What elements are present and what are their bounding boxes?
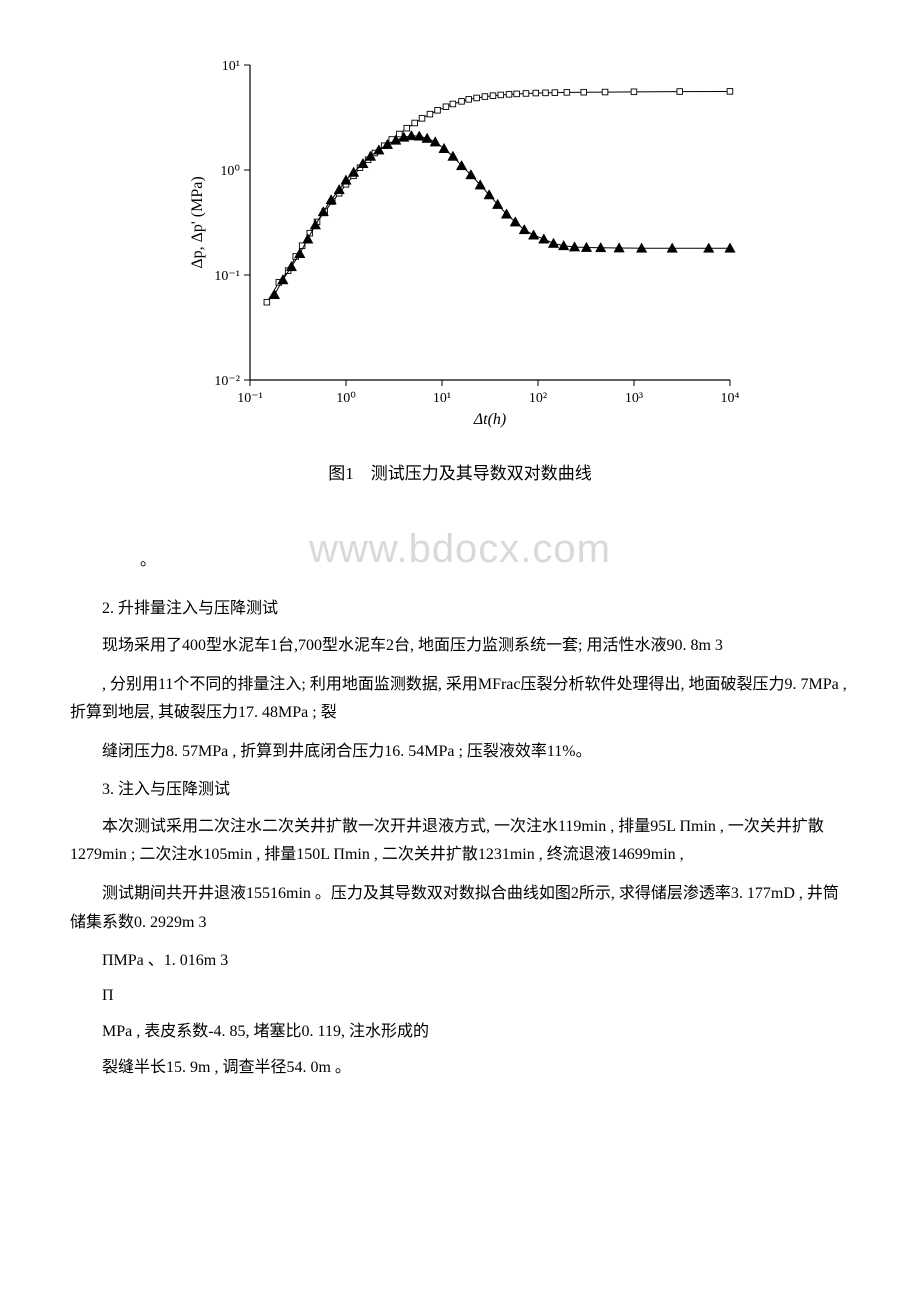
svg-text:10¹: 10¹ [222, 59, 240, 74]
para-2a: 现场采用了400型水泥车1台,700型水泥车2台, 地面压力监测系统一套; 用活… [70, 632, 850, 661]
para-2c: 缝闭压力8. 57MPa , 折算到井底闭合压力16. 54MPa ; 压裂液效… [70, 738, 850, 767]
chart-caption: 图1 测试压力及其导数双对数曲线 [70, 460, 850, 487]
para-3f: 裂缝半长15. 9m , 调查半径54. 0m 。 [70, 1055, 850, 1081]
svg-text:10⁰: 10⁰ [220, 164, 240, 179]
svg-text:Δt(h): Δt(h) [473, 411, 507, 428]
svg-text:10³: 10³ [625, 391, 643, 406]
svg-text:10⁰: 10⁰ [336, 391, 356, 406]
watermark-text: www.bdocx.com [309, 527, 611, 571]
para-3d: Π [70, 983, 850, 1009]
svg-text:10⁻²: 10⁻² [214, 374, 240, 389]
chart-figure-1: 10⁻¹ 10⁰ 10¹ 10² 10³ 10⁴ 10⁻² 10⁻¹ 10⁰ 10¹ Δt(h) Δp… [70, 50, 850, 450]
stray-period: 。 [140, 548, 157, 574]
para-3b: 测试期间共开井退液15516min 。压力及其导数双对数拟合曲线如图2所示, 求… [70, 880, 850, 938]
svg-text:10⁴: 10⁴ [721, 391, 740, 406]
section-3-title: 3. 注入与压降测试 [70, 777, 850, 803]
svg-text:10²: 10² [529, 391, 547, 406]
svg-text:10¹: 10¹ [433, 391, 451, 406]
para-3c: ΠMPa 、1. 016m 3 [70, 948, 850, 974]
svg-text:10⁻¹: 10⁻¹ [214, 269, 240, 284]
section-2-title: 2. 升排量注入与压降测试 [70, 596, 850, 622]
loglog-chart: 10⁻¹ 10⁰ 10¹ 10² 10³ 10⁴ 10⁻² 10⁻¹ 10⁰ 10¹ Δt(h) Δp… [180, 50, 740, 450]
para-2b: , 分别用11个不同的排量注入; 利用地面监测数据, 采用MFrac压裂分析软件… [70, 671, 850, 729]
svg-text:Δp, Δp' (MPa): Δp, Δp' (MPa) [189, 176, 206, 268]
svg-text:10⁻¹: 10⁻¹ [237, 391, 263, 406]
watermark: 。 www.bdocx.com [70, 517, 850, 581]
para-3e: MPa , 表皮系数-4. 85, 堵塞比0. 119, 注水形成的 [70, 1019, 850, 1045]
para-3a: 本次测试采用二次注水二次关井扩散一次开井退液方式, 一次注水119min , 排… [70, 813, 850, 871]
